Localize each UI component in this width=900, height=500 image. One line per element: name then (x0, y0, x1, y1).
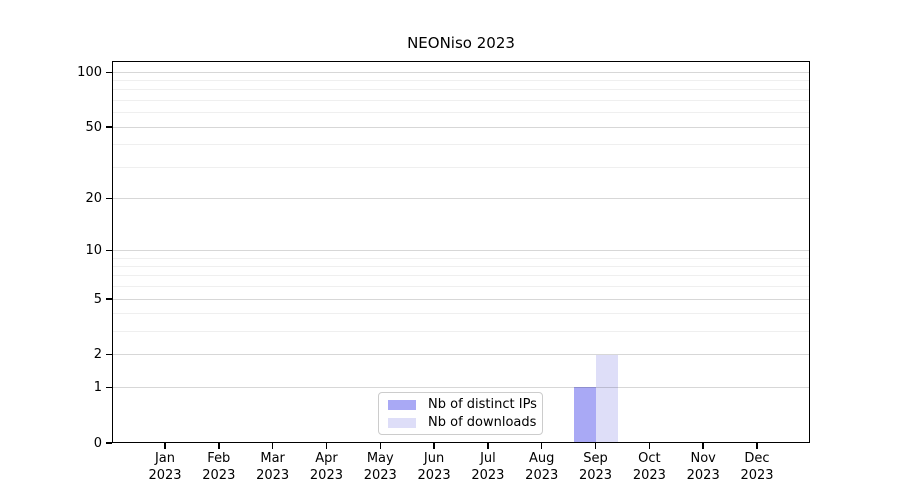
y-tick-label: 2 (93, 347, 102, 363)
x-tick-mark (433, 443, 435, 449)
y-tick-mark (106, 249, 112, 252)
x-tick-label: Jun 2023 (417, 451, 451, 483)
gridline-minor (112, 144, 810, 146)
x-tick-label: May 2023 (363, 451, 397, 483)
x-tick-label: Jan 2023 (148, 451, 182, 483)
gridline-minor (112, 100, 810, 102)
x-tick-label: Apr 2023 (309, 451, 343, 483)
gridline-minor (112, 257, 810, 259)
gridline-major (112, 249, 810, 251)
x-tick-mark (702, 443, 704, 449)
x-tick-label: Jul 2023 (471, 451, 505, 483)
gridline-minor (112, 286, 810, 288)
legend-item-downloads: Nb of downloads (388, 415, 537, 430)
y-tick-label: 1 (93, 379, 102, 395)
legend-swatch-downloads (388, 417, 416, 428)
gridline-major (112, 386, 810, 388)
x-tick-label: Feb 2023 (202, 451, 236, 483)
y-tick-label: 10 (85, 242, 102, 258)
x-tick-mark (594, 443, 597, 449)
x-tick-mark (756, 443, 758, 449)
bar-downloads (595, 354, 618, 443)
y-tick-label: 0 (93, 435, 102, 451)
x-tick-label: Nov 2023 (686, 451, 720, 483)
gridline-minor (112, 89, 810, 91)
gridline-minor (112, 265, 810, 267)
legend-item-distinct-ips: Nb of distinct IPs (388, 397, 537, 412)
x-tick-label: Dec 2023 (740, 451, 774, 483)
y-tick-label: 20 (85, 190, 102, 206)
x-tick-label: Oct 2023 (632, 451, 666, 483)
x-tick-label: Aug 2023 (525, 451, 559, 483)
y-tick-label: 50 (85, 119, 102, 135)
gridline-major (112, 298, 810, 300)
gridline-minor (112, 166, 810, 168)
y-tick-label: 100 (77, 64, 102, 80)
legend: Nb of distinct IPs Nb of downloads (378, 392, 543, 435)
x-tick-label: Mar 2023 (256, 451, 290, 483)
gridline-minor (112, 275, 810, 277)
legend-swatch-distinct-ips (388, 399, 416, 410)
y-tick-mark (106, 354, 112, 356)
y-tick-mark (106, 442, 112, 444)
gridline-major (112, 197, 810, 199)
x-tick-mark (379, 443, 381, 449)
x-tick-mark (218, 443, 220, 449)
x-tick-mark (164, 443, 166, 449)
y-tick-mark (106, 71, 112, 73)
y-tick-label: 5 (93, 291, 102, 307)
legend-label-downloads: Nb of downloads (428, 415, 537, 430)
legend-label-distinct-ips: Nb of distinct IPs (428, 397, 537, 412)
bar-distinct-ips (573, 387, 596, 443)
gridline-major (112, 354, 810, 356)
x-tick-mark (325, 443, 328, 449)
gridline-major (112, 71, 810, 73)
chart-title: NEONiso 2023 (407, 34, 515, 52)
x-tick-mark (541, 443, 543, 449)
x-tick-mark (648, 443, 651, 449)
x-tick-label: Sep 2023 (578, 451, 613, 483)
gridline-major (112, 126, 810, 128)
y-tick-mark (106, 197, 112, 200)
x-tick-mark (271, 443, 274, 449)
gridline-minor (112, 313, 810, 315)
gridline-minor (112, 80, 810, 82)
y-tick-mark (106, 298, 112, 300)
y-tick-mark (106, 386, 112, 388)
x-tick-mark (487, 443, 489, 449)
y-tick-mark (106, 126, 112, 128)
gridline-minor (112, 331, 810, 333)
gridline-minor (112, 112, 810, 114)
